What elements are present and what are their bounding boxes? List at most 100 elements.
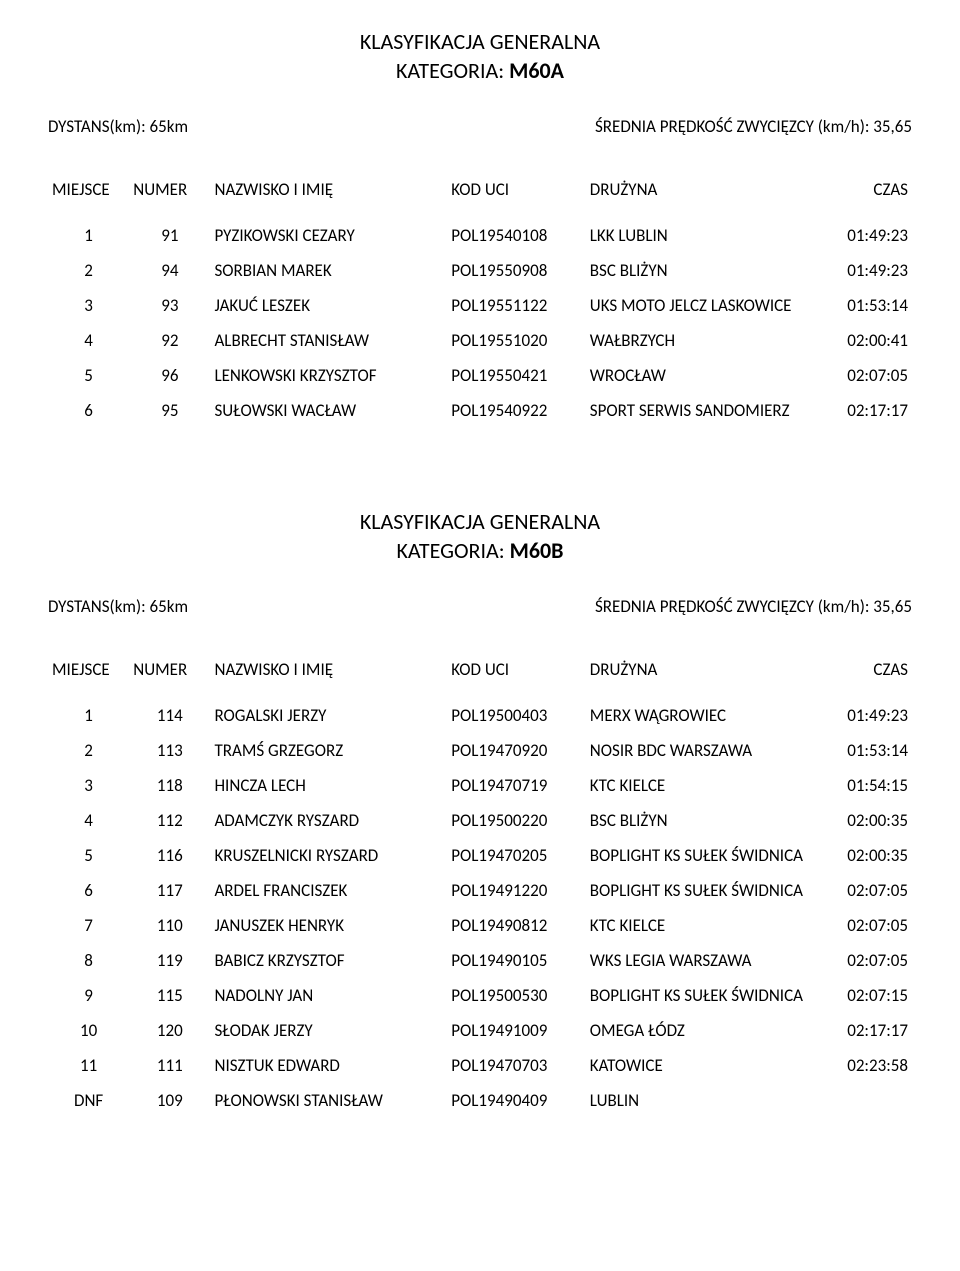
cell-place: 7 [48, 908, 129, 943]
cell-place: DNF [48, 1083, 129, 1118]
cell-name: JAKUĆ LESZEK [210, 288, 447, 323]
table-row: 10120SŁODAK JERZYPOL19491009OMEGA ŁÓDZ02… [48, 1013, 912, 1048]
table-row: 7110JANUSZEK HENRYKPOL19490812KTC KIELCE… [48, 908, 912, 943]
cell-team: LUBLIN [586, 1083, 815, 1118]
header-number: NUMER [129, 653, 210, 698]
table-row: 191PYZIKOWSKI CEZARYPOL19540108LKK LUBLI… [48, 218, 912, 253]
cell-team: BOPLIGHT KS SUŁEK ŚWIDNICA [586, 978, 815, 1013]
cell-place: 5 [48, 838, 129, 873]
cell-name: SŁODAK JERZY [210, 1013, 447, 1048]
cell-place: 5 [48, 358, 129, 393]
category-label: KATEGORIA: [396, 537, 509, 564]
cell-code: POL19470719 [447, 768, 586, 803]
cell-code: POL19490409 [447, 1083, 586, 1118]
cell-name: JANUSZEK HENRYK [210, 908, 447, 943]
cell-number: 96 [129, 358, 210, 393]
cell-code: POL19500403 [447, 698, 586, 733]
cell-time: 02:07:15 [814, 978, 912, 1013]
cell-place: 8 [48, 943, 129, 978]
cell-code: POL19500220 [447, 803, 586, 838]
cell-time: 02:07:05 [814, 943, 912, 978]
header-name: NAZWISKO I IMIĘ [210, 173, 447, 218]
cell-number: 119 [129, 943, 210, 978]
header-code: KOD UCI [447, 173, 586, 218]
cell-number: 117 [129, 873, 210, 908]
table-row: 695SUŁOWSKI WACŁAWPOL19540922SPORT SERWI… [48, 393, 912, 428]
cell-team: BSC BLIŻYN [586, 803, 815, 838]
table-row: 492ALBRECHT STANISŁAWPOL19551020WAŁBRZYC… [48, 323, 912, 358]
cell-time: 02:07:05 [814, 908, 912, 943]
cell-code: POL19470920 [447, 733, 586, 768]
cell-time: 02:07:05 [814, 358, 912, 393]
cell-time: 01:49:23 [814, 253, 912, 288]
category-line: KATEGORIA: M60A [48, 57, 912, 84]
table-row: 2113TRAMŚ GRZEGORZPOL19470920NOSIR BDC W… [48, 733, 912, 768]
cell-name: LENKOWSKI KRZYSZTOF [210, 358, 447, 393]
cell-name: SUŁOWSKI WACŁAW [210, 393, 447, 428]
table-row: 393JAKUĆ LESZEKPOL19551122UKS MOTO JELCZ… [48, 288, 912, 323]
cell-code: POL19540922 [447, 393, 586, 428]
cell-number: 120 [129, 1013, 210, 1048]
table-row: 3118HINCZA LECHPOL19470719KTC KIELCE01:5… [48, 768, 912, 803]
distance-label: DYSTANS(km): 65km [48, 596, 188, 617]
cell-place: 1 [48, 218, 129, 253]
cell-time: 02:00:35 [814, 838, 912, 873]
cell-time: 01:49:23 [814, 218, 912, 253]
cell-name: HINCZA LECH [210, 768, 447, 803]
table-row: 4112ADAMCZYK RYSZARDPOL19500220BSC BLIŻY… [48, 803, 912, 838]
table-row: DNF109PŁONOWSKI STANISŁAWPOL19490409LUBL… [48, 1083, 912, 1118]
section-m60a: KLASYFIKACJA GENERALNA KATEGORIA: M60A D… [48, 28, 912, 428]
cell-code: POL19551122 [447, 288, 586, 323]
cell-place: 10 [48, 1013, 129, 1048]
cell-time: 02:23:58 [814, 1048, 912, 1083]
main-title: KLASYFIKACJA GENERALNA [48, 508, 912, 535]
cell-time: 02:07:05 [814, 873, 912, 908]
cell-team: WROCŁAW [586, 358, 815, 393]
table-row: 294SORBIAN MAREKPOL19550908BSC BLIŻYN01:… [48, 253, 912, 288]
cell-team: MERX WĄGROWIEC [586, 698, 815, 733]
table-row: 596LENKOWSKI KRZYSZTOFPOL19550421WROCŁAW… [48, 358, 912, 393]
category-label: KATEGORIA: [396, 57, 509, 84]
cell-number: 113 [129, 733, 210, 768]
table-row: 5116KRUSZELNICKI RYSZARDPOL19470205BOPLI… [48, 838, 912, 873]
cell-name: ADAMCZYK RYSZARD [210, 803, 447, 838]
table-header-row: MIEJSCE NUMER NAZWISKO I IMIĘ KOD UCI DR… [48, 173, 912, 218]
cell-time: 02:00:35 [814, 803, 912, 838]
cell-number: 92 [129, 323, 210, 358]
cell-name: BABICZ KRZYSZTOF [210, 943, 447, 978]
cell-name: PŁONOWSKI STANISŁAW [210, 1083, 447, 1118]
table-row: 6117ARDEL FRANCISZEKPOL19491220BOPLIGHT … [48, 873, 912, 908]
cell-place: 3 [48, 288, 129, 323]
cell-name: NISZTUK EDWARD [210, 1048, 447, 1083]
cell-team: BSC BLIŻYN [586, 253, 815, 288]
category-line: KATEGORIA: M60B [48, 537, 912, 564]
cell-team: LKK LUBLIN [586, 218, 815, 253]
header-code: KOD UCI [447, 653, 586, 698]
cell-code: POL19490105 [447, 943, 586, 978]
cell-team: NOSIR BDC WARSZAWA [586, 733, 815, 768]
cell-team: BOPLIGHT KS SUŁEK ŚWIDNICA [586, 873, 815, 908]
cell-time [814, 1083, 912, 1118]
cell-number: 116 [129, 838, 210, 873]
results-table-m60a: MIEJSCE NUMER NAZWISKO I IMIĘ KOD UCI DR… [48, 173, 912, 428]
avgspeed-label: ŚREDNIA PRĘDKOŚĆ ZWYCIĘZCY (km/h): 35,65 [595, 116, 912, 137]
cell-team: OMEGA ŁÓDZ [586, 1013, 815, 1048]
cell-team: UKS MOTO JELCZ LASKOWICE [586, 288, 815, 323]
cell-place: 11 [48, 1048, 129, 1083]
cell-number: 118 [129, 768, 210, 803]
distance-label: DYSTANS(km): 65km [48, 116, 188, 137]
cell-name: ALBRECHT STANISŁAW [210, 323, 447, 358]
category-value: M60A [509, 57, 564, 84]
header-time: CZAS [814, 173, 912, 218]
cell-place: 2 [48, 253, 129, 288]
avgspeed-label: ŚREDNIA PRĘDKOŚĆ ZWYCIĘZCY (km/h): 35,65 [595, 596, 912, 617]
cell-number: 109 [129, 1083, 210, 1118]
cell-number: 94 [129, 253, 210, 288]
cell-number: 114 [129, 698, 210, 733]
cell-time: 01:54:15 [814, 768, 912, 803]
cell-number: 110 [129, 908, 210, 943]
cell-time: 01:53:14 [814, 733, 912, 768]
meta-row: DYSTANS(km): 65km ŚREDNIA PRĘDKOŚĆ ZWYCI… [48, 116, 912, 137]
cell-place: 4 [48, 323, 129, 358]
cell-name: ARDEL FRANCISZEK [210, 873, 447, 908]
